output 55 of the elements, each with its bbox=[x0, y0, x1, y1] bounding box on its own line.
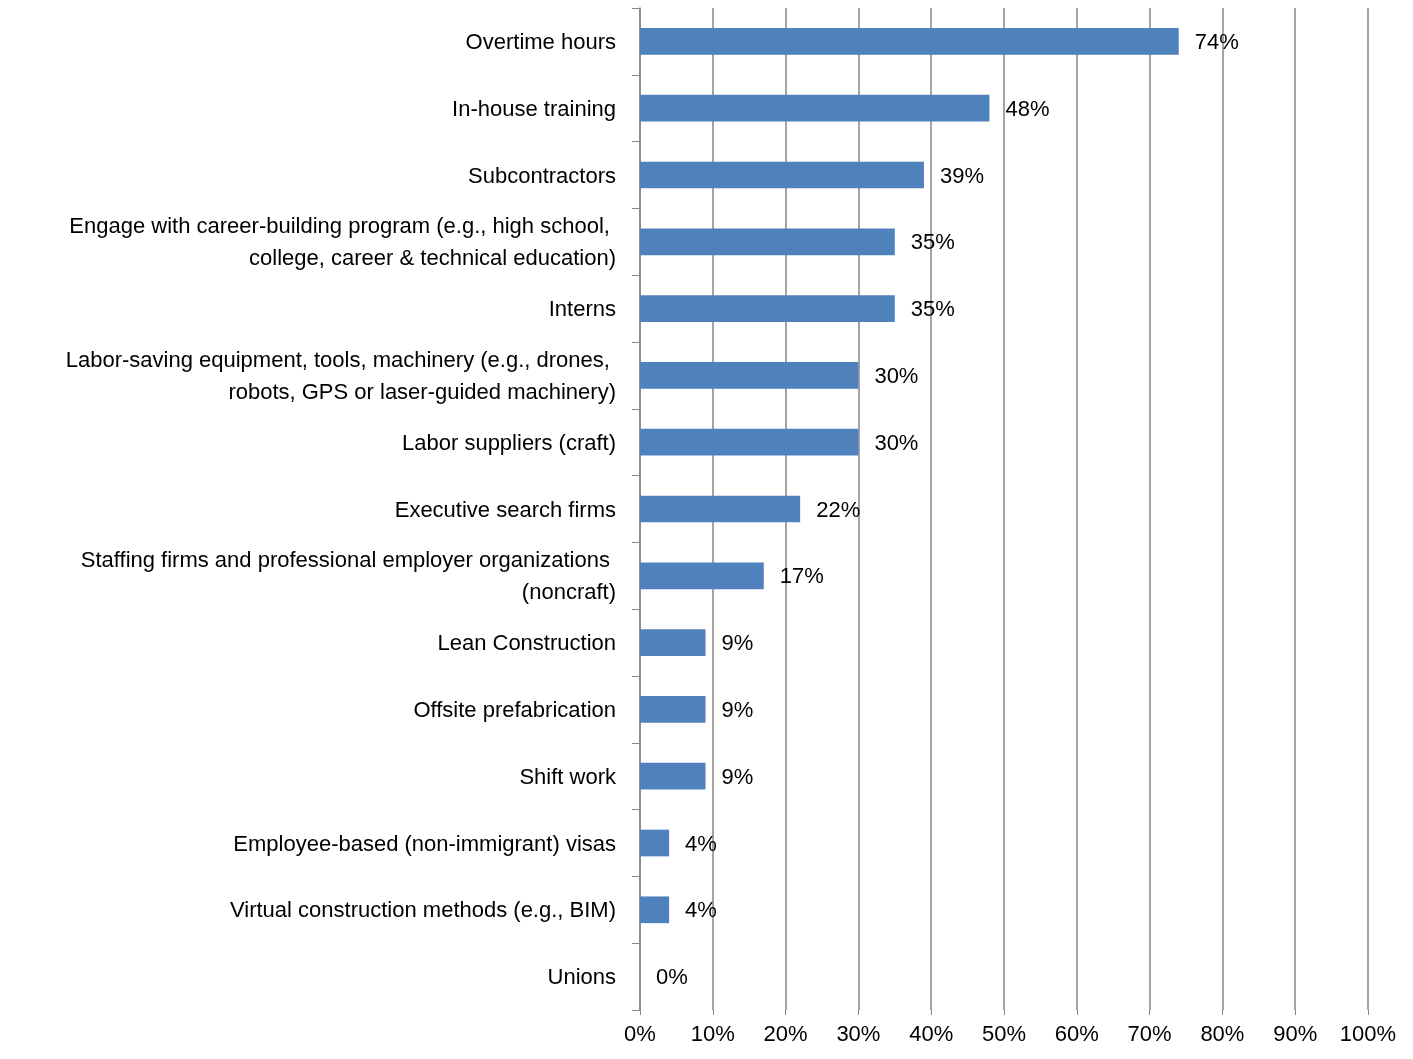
bar bbox=[640, 428, 859, 456]
data-label: 9% bbox=[721, 630, 754, 656]
x-tick-label: 50% bbox=[981, 1020, 1027, 1046]
data-label: 30% bbox=[874, 362, 919, 388]
y-tick-label: Virtual construction methods (e.g., BIM) bbox=[230, 897, 616, 923]
x-tick-label: 20% bbox=[763, 1020, 808, 1046]
y-tick-label: Labor suppliers (craft) bbox=[402, 429, 616, 455]
y-tick-label: Subcontractors bbox=[468, 162, 616, 188]
data-label: 39% bbox=[939, 162, 984, 188]
y-tick-label: Shift work bbox=[519, 763, 617, 789]
bar bbox=[640, 28, 1179, 55]
bar bbox=[640, 495, 801, 523]
y-tick-label: Overtime hours bbox=[465, 28, 616, 54]
bar bbox=[640, 161, 924, 189]
y-tick-label: In-house training bbox=[452, 95, 616, 121]
data-label: 48% bbox=[1005, 95, 1050, 121]
x-tick-label: 70% bbox=[1127, 1020, 1172, 1046]
data-label: 4% bbox=[685, 897, 717, 923]
x-tick-label: 80% bbox=[1200, 1020, 1245, 1046]
y-tick-label: Unions bbox=[547, 964, 616, 990]
y-tick-label: Employee-based (non-immigrant) visas bbox=[233, 830, 616, 856]
data-label: 35% bbox=[910, 229, 955, 255]
x-tick-label: 100% bbox=[1339, 1020, 1397, 1046]
data-label: 35% bbox=[910, 296, 955, 322]
bar bbox=[640, 896, 670, 924]
data-label: 17% bbox=[779, 563, 824, 589]
y-tick-label: Interns bbox=[548, 296, 616, 322]
bar bbox=[640, 562, 764, 590]
x-tick-label: 30% bbox=[836, 1020, 881, 1046]
bar bbox=[640, 295, 895, 322]
y-tick-label: Executive search firms bbox=[394, 496, 616, 522]
x-tick-label: 40% bbox=[909, 1020, 954, 1046]
data-label: 74% bbox=[1194, 28, 1239, 54]
bar bbox=[640, 696, 706, 723]
x-tick-label: 10% bbox=[690, 1020, 735, 1046]
y-tick-label: Staffing firms and professional employer organizations (noncraft) bbox=[80, 547, 616, 605]
data-label: 30% bbox=[874, 429, 919, 455]
data-label: 0% bbox=[656, 964, 688, 990]
y-tick-label: Labor-saving equipment, tools, machinery (e.g., drones, robots, GPS or laser-guided machinery) bbox=[65, 346, 616, 404]
data-label: 4% bbox=[685, 830, 717, 856]
bar bbox=[640, 762, 706, 790]
bar bbox=[640, 362, 859, 389]
bar bbox=[640, 629, 706, 656]
bar bbox=[640, 228, 895, 256]
bar bbox=[640, 94, 990, 122]
y-tick-label: Lean Construction bbox=[437, 630, 616, 656]
data-label: 9% bbox=[721, 696, 754, 722]
x-tick-label: 90% bbox=[1273, 1020, 1318, 1046]
x-tick-label: 0% bbox=[624, 1020, 656, 1046]
data-label: 9% bbox=[721, 763, 754, 789]
y-tick-label: Offsite prefabrication bbox=[413, 696, 616, 722]
data-label: 22% bbox=[816, 496, 861, 522]
y-tick-label: Engage with career-building program (e.g., high school, college, career & technical education) bbox=[69, 213, 616, 271]
bar bbox=[640, 829, 670, 857]
x-tick-label: 60% bbox=[1054, 1020, 1099, 1046]
